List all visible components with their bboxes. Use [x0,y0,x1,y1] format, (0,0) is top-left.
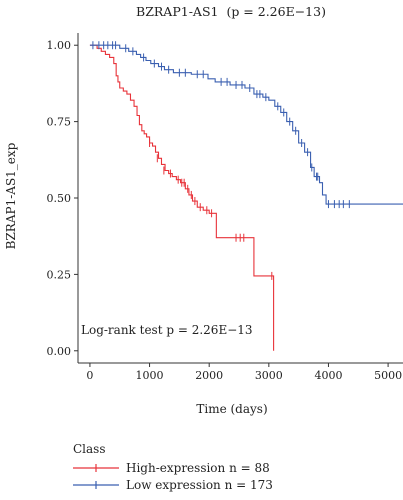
axes: 0.00 0.25 0.50 0.75 1.00 0 1000 2000 3000 4000 500… [47,33,403,382]
survival-curve [89,44,275,351]
x-tick-label: 1000 [136,369,164,382]
y-tick-label: 0.25 [47,268,72,281]
survival-curve [89,44,403,205]
x-axis-title: Time (days) [196,402,267,416]
legend-item: High-expression n = 88 [73,461,270,475]
legend-label: High-expression n = 88 [126,461,270,475]
legend-label: Low expression n = 173 [126,478,273,492]
y-axis-title: BZRAP1-AS1_exp [4,142,18,249]
series-layer [89,41,403,351]
chart-title-stat: (p = 2.26E−13) [226,4,326,19]
series-high-expression [89,44,275,351]
legend-item: Low expression n = 173 [73,478,273,492]
y-tick-label: 0.50 [47,192,72,205]
x-tick-label: 3000 [255,369,283,382]
legend: High-expression n = 88 Low expression n =… [73,461,273,492]
x-tick-label: 4000 [314,369,342,382]
x-tick-label: 2000 [195,369,223,382]
y-tick-label: 0.75 [47,116,72,129]
chart-title: BZRAP1-AS1 (p = 2.26E−13) [136,4,326,19]
log-rank-annotation: Log-rank test p = 2.26E−13 [81,323,253,337]
x-tick-label: 5000 [374,369,402,382]
series-low-expression [89,41,403,209]
legend-title: Class [73,442,106,456]
x-tick-label: 0 [86,369,93,382]
y-tick-label: 0.00 [47,345,72,358]
y-tick-label: 1.00 [47,39,72,52]
chart-title-main: BZRAP1-AS1 [136,4,218,19]
